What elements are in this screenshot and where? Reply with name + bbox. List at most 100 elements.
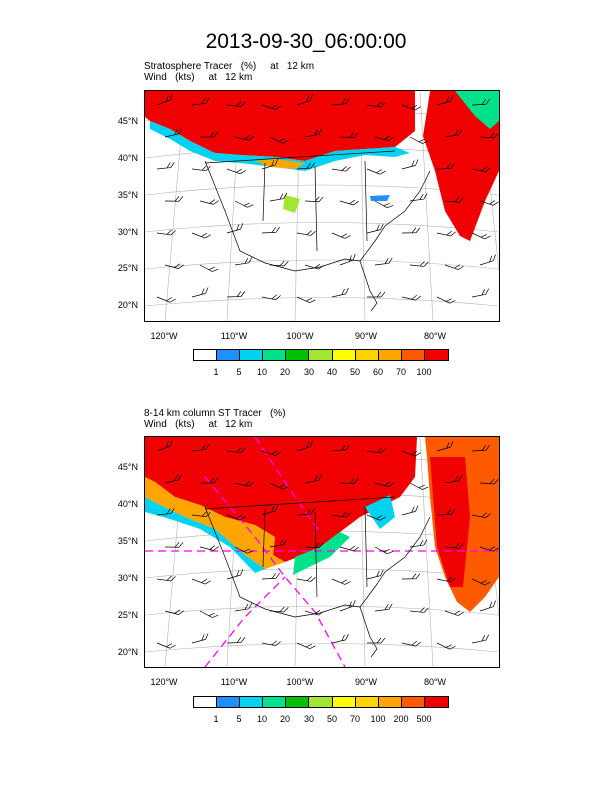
wind-barb [304, 264, 324, 270]
wind-barb [261, 158, 279, 170]
wind-barb [156, 296, 176, 303]
wind-barb [401, 573, 421, 580]
panel1-tracer-blob [283, 195, 300, 213]
wind-barb [331, 165, 351, 172]
colorbar-swatch [424, 350, 449, 360]
colorbar-swatch [194, 697, 218, 707]
wind-barb [156, 507, 175, 516]
panel1-map-graphic [145, 91, 499, 321]
panel1-tracer-east [423, 91, 499, 241]
wind-barb [164, 127, 182, 138]
wind-barb [191, 633, 209, 644]
wind-barb [366, 101, 386, 108]
panel1-tracer-patch [255, 159, 305, 169]
panel2-lon-label: 80°W [423, 677, 447, 687]
wind-barb [339, 132, 359, 138]
wind-barb [156, 161, 175, 170]
wind-barb [226, 514, 246, 521]
panel2-tracer-band [145, 477, 285, 569]
wind-barb [374, 546, 394, 555]
colorbar-swatch [332, 350, 356, 360]
wind-barb [471, 512, 491, 519]
wind-barb [269, 606, 289, 613]
wind-barb [401, 104, 421, 111]
panel2-colorbar-label: 1 [213, 714, 219, 724]
panel1-coastlines [204, 150, 431, 312]
wind-barb [156, 229, 176, 236]
wind-barb [261, 294, 281, 301]
wind-barb [339, 545, 359, 552]
wind-barb [374, 135, 394, 141]
panel2-colorbar-label: 5 [236, 714, 242, 724]
wind-barb [199, 610, 219, 618]
wind-barb [191, 165, 211, 172]
panel1-lat-label: 30°N [117, 227, 138, 237]
panel1-colorbar-label: 5 [236, 367, 242, 377]
wind-barb [200, 477, 219, 484]
panel2-colorbar-label: 50 [326, 714, 337, 724]
panel1-wind-barbs [156, 94, 499, 304]
panel1-lat-label: 45°N [117, 116, 138, 126]
wind-barb [444, 196, 464, 203]
panel2-tracer-edge [145, 497, 265, 573]
panel1-lat-label: 35°N [117, 190, 138, 200]
wind-barb [366, 447, 386, 454]
panel1-lon-label: 110°W [220, 331, 248, 341]
wind-barb [471, 444, 490, 452]
wind-barb [296, 296, 316, 304]
panel2-subtitle-line2: Wind (kts) at 12 km [144, 419, 253, 430]
wind-barb [436, 95, 454, 106]
wind-barb [479, 132, 499, 139]
panel1-colorbar-label: 100 [416, 367, 432, 377]
wind-barb [191, 232, 211, 239]
wind-barb [234, 200, 254, 208]
wind-barb [261, 572, 280, 580]
wind-barb [339, 478, 359, 484]
wind-barb [296, 440, 313, 452]
panel2-lon-label: 120°W [150, 677, 178, 687]
wind-barb [191, 287, 209, 298]
wind-barb [191, 578, 211, 585]
colorbar-swatch [217, 350, 241, 360]
wind-barb [296, 642, 316, 650]
panel2-map-graphic [145, 437, 499, 667]
wind-barb [409, 539, 428, 548]
wind-barb [471, 98, 490, 106]
colorbar-swatch [378, 697, 402, 707]
wind-barb [409, 136, 429, 144]
colorbar-swatch [217, 697, 241, 707]
wind-barb [444, 610, 464, 616]
wind-barb [401, 227, 421, 234]
wind-barb [444, 542, 464, 549]
wind-barb [436, 509, 456, 516]
wind-barb [471, 634, 490, 644]
wind-barb [269, 136, 289, 144]
wind-barb [409, 607, 429, 613]
panel1-lat-label: 25°N [117, 263, 138, 273]
wind-barb [479, 478, 499, 485]
wind-barb [401, 505, 419, 516]
panel1-map [144, 90, 500, 322]
colorbar-swatch [194, 350, 218, 360]
wind-barb [331, 511, 351, 518]
wind-barb [261, 640, 281, 647]
colorbar-swatch [240, 697, 264, 707]
panel2-lat-label: 35°N [117, 536, 138, 546]
wind-barb [164, 542, 184, 548]
wind-barb [367, 637, 386, 644]
wind-barb [304, 196, 324, 203]
wind-barb [226, 101, 246, 107]
wind-barb [304, 474, 323, 484]
wind-barb [367, 291, 386, 298]
panel2-lat-label: 40°N [117, 499, 138, 509]
wind-barb [234, 603, 253, 612]
panel1-tracer-spot [370, 195, 390, 201]
wind-barb [366, 168, 386, 175]
colorbar-swatch [263, 350, 287, 360]
colorbar-swatch [355, 350, 379, 360]
colorbar-swatch [263, 697, 287, 707]
wind-barb [156, 575, 176, 582]
wind-barb [409, 261, 429, 267]
panel2-lat-label: 45°N [117, 462, 138, 472]
wind-barb [200, 131, 219, 138]
